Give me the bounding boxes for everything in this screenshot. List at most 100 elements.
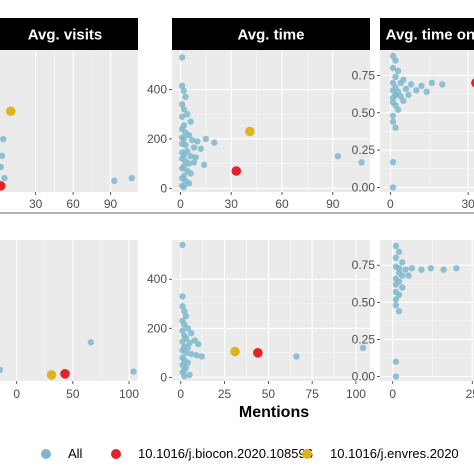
point-all <box>188 350 195 358</box>
facet-strip-label: Avg. time <box>238 27 305 44</box>
point-all <box>392 242 400 250</box>
point-all <box>184 111 191 118</box>
legend: All 10.1016/j.biocon.2020.108596 10.1016/j… <box>41 446 459 461</box>
point-all <box>405 272 412 279</box>
facet-strip-label: Avg. time on page <box>386 27 474 44</box>
x-tick-label: 75 <box>305 387 319 401</box>
point-all <box>453 265 460 272</box>
x-tick-label: 0 <box>177 387 184 401</box>
panels-layer: 30 60 90 Avg. visits 0 30 60 90 0 200 400 Avg. time… <box>0 18 474 401</box>
point-all <box>439 81 446 88</box>
point-all <box>413 87 420 94</box>
facet-panel-5: 0 25 0.00 0.25 0.50 0.75 <box>352 240 474 401</box>
point-all <box>427 265 435 272</box>
point-all <box>178 101 186 108</box>
point-all <box>0 366 4 374</box>
x-tick-label: 30 <box>461 197 474 211</box>
point-all <box>87 339 95 346</box>
points-layer <box>0 339 137 380</box>
point-all <box>179 293 186 300</box>
point-all <box>402 85 410 93</box>
point-all <box>0 135 7 143</box>
y-tick-label: 0.50 <box>352 295 376 309</box>
x-tick-label: 0 <box>177 197 184 211</box>
point-all <box>399 259 406 266</box>
point-all <box>402 266 409 273</box>
x-tick-label: 60 <box>66 197 80 211</box>
point-all <box>190 144 198 151</box>
facet-panel-0: 30 60 90 Avg. visits <box>0 18 138 211</box>
point-all <box>0 163 4 171</box>
y-tick-label: 200 <box>147 321 167 335</box>
point-all <box>293 353 300 360</box>
x-tick-label: 30 <box>225 197 239 211</box>
point-all <box>407 81 415 88</box>
x-tick-label: 90 <box>326 197 340 211</box>
points-layer <box>0 106 135 191</box>
point-all <box>389 64 397 72</box>
point-all <box>179 338 186 345</box>
point-all <box>423 88 430 96</box>
x-tick-label: 30 <box>29 197 43 211</box>
facet-strip <box>0 18 138 50</box>
point-all <box>179 241 186 249</box>
point-envres <box>46 370 57 380</box>
legend-key-2 <box>302 449 312 459</box>
point-all <box>185 132 193 139</box>
y-tick-label: 0.00 <box>352 370 376 384</box>
gridlines <box>35 50 112 192</box>
facet-panel-4: 0 25 50 75 100 0 200 400 <box>147 240 370 401</box>
point-all <box>188 329 195 337</box>
x-tick-label: 0 <box>387 197 394 211</box>
point-all <box>181 307 188 315</box>
point-envres <box>5 106 16 117</box>
panel-background <box>172 50 370 192</box>
x-tick-label: 25 <box>218 387 232 401</box>
point-all <box>182 349 190 356</box>
point-all <box>408 265 416 272</box>
point-biocon <box>0 181 6 191</box>
point-all <box>184 344 191 352</box>
point-all <box>389 184 397 191</box>
facet-panel-3: 0 50 100 <box>0 240 139 401</box>
point-all <box>185 160 193 167</box>
point-all <box>178 165 186 172</box>
point-all <box>178 82 186 90</box>
point-all <box>392 358 400 365</box>
points-layer <box>389 52 474 191</box>
gridlines <box>172 240 370 381</box>
y-tick-label: 0.25 <box>352 332 376 346</box>
y-tick-label: 0.75 <box>352 258 376 272</box>
point-all <box>130 368 137 375</box>
x-tick-label: 0 <box>13 387 20 401</box>
point-envres <box>230 346 240 357</box>
point-biocon <box>60 369 70 379</box>
point-all <box>405 91 412 99</box>
points-layer <box>178 54 365 191</box>
point-all <box>392 373 400 380</box>
point-all <box>389 112 397 119</box>
gridlines <box>16 240 130 381</box>
y-tick-label: 0 <box>160 181 167 195</box>
point-all <box>180 183 188 191</box>
x-tick-label: 50 <box>66 387 80 401</box>
point-all <box>395 308 403 315</box>
panel-background <box>380 240 474 381</box>
point-all <box>392 302 400 309</box>
point-all <box>181 372 188 380</box>
point-all <box>182 141 189 149</box>
point-all <box>184 325 191 332</box>
panel-background <box>0 50 138 192</box>
y-tick-label: 0.00 <box>352 181 376 195</box>
point-all <box>400 97 407 105</box>
point-all <box>189 136 196 144</box>
point-all <box>187 118 194 125</box>
point-all <box>179 327 186 334</box>
panel-background <box>172 240 370 381</box>
point-all <box>195 341 202 348</box>
y-tick-label: 400 <box>147 83 167 97</box>
point-all <box>194 138 201 145</box>
point-all <box>186 371 193 379</box>
point-all <box>128 174 135 182</box>
